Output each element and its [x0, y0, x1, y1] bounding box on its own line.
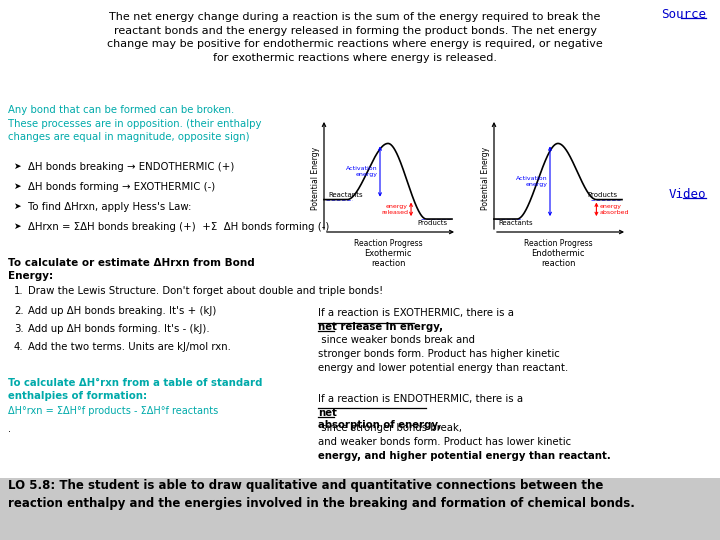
Text: To calculate or estimate ΔHrxn from Bond
Energy:: To calculate or estimate ΔHrxn from Bond… [8, 258, 255, 281]
Text: If a reaction is ENDOTHERMIC, there is a: If a reaction is ENDOTHERMIC, there is a [318, 394, 526, 404]
Text: energy
released: energy released [381, 204, 408, 215]
Text: Add up ΔH bonds forming. It's - (kJ).: Add up ΔH bonds forming. It's - (kJ). [28, 324, 210, 334]
Text: Reactants: Reactants [498, 220, 533, 226]
Text: Reaction Progress: Reaction Progress [354, 239, 423, 248]
Text: ΔH bonds breaking → ENDOTHERMIC (+): ΔH bonds breaking → ENDOTHERMIC (+) [28, 162, 235, 172]
Text: net release in energy,: net release in energy, [318, 322, 443, 332]
Text: Activation
energy: Activation energy [516, 176, 548, 187]
Text: since weaker bonds break and: since weaker bonds break and [318, 335, 475, 345]
Bar [0, 478, 720, 540]
Text: Exothermic
reaction: Exothermic reaction [364, 249, 412, 268]
Text: 3.: 3. [14, 324, 24, 334]
Text: Any bond that can be formed can be broken.
These processes are in opposition. (t: Any bond that can be formed can be broke… [8, 105, 261, 142]
Text: ΔH bonds forming → EXOTHERMIC (-): ΔH bonds forming → EXOTHERMIC (-) [28, 182, 215, 192]
Text: To calculate ΔH°rxn from a table of standard
enthalpies of formation:: To calculate ΔH°rxn from a table of stan… [8, 378, 263, 401]
Text: Potential Energy: Potential Energy [482, 146, 490, 210]
Text: Endothermic
reaction: Endothermic reaction [531, 249, 585, 268]
Text: energy and lower potential energy than reactant.: energy and lower potential energy than r… [318, 363, 568, 373]
Text: energy, and higher potential energy than reactant.: energy, and higher potential energy than… [318, 451, 611, 461]
Text: stronger bonds form. Product has higher kinetic: stronger bonds form. Product has higher … [318, 349, 559, 359]
Text: Reaction Progress: Reaction Progress [523, 239, 593, 248]
Text: Add the two terms. Units are kJ/mol rxn.: Add the two terms. Units are kJ/mol rxn. [28, 342, 231, 352]
Text: ➤: ➤ [14, 202, 22, 211]
Text: 4.: 4. [14, 342, 24, 352]
Text: To find ΔHrxn, apply Hess's Law:: To find ΔHrxn, apply Hess's Law: [28, 202, 192, 212]
Text: ➤: ➤ [14, 162, 22, 171]
Text: Source: Source [661, 8, 706, 21]
Text: .: . [8, 424, 11, 434]
Text: ΔHrxn = ΣΔH bonds breaking (+)  +Σ  ΔH bonds forming (-): ΔHrxn = ΣΔH bonds breaking (+) +Σ ΔH bon… [28, 222, 329, 232]
Text: energy
absorbed: energy absorbed [599, 204, 629, 215]
Text: ➤: ➤ [14, 182, 22, 191]
Text: Video: Video [668, 188, 706, 201]
Text: and weaker bonds form. Product has lower kinetic: and weaker bonds form. Product has lower… [318, 437, 571, 447]
Text: Potential Energy: Potential Energy [312, 146, 320, 210]
Text: ➤: ➤ [14, 222, 22, 231]
Text: The net energy change during a reaction is the sum of the energy required to bre: The net energy change during a reaction … [107, 12, 603, 63]
Text: net
absorption of energy,: net absorption of energy, [318, 408, 441, 430]
Text: 2.: 2. [14, 306, 24, 316]
Text: since stronger bonds break,: since stronger bonds break, [318, 423, 462, 433]
Text: Draw the Lewis Structure. Don't forget about double and triple bonds!: Draw the Lewis Structure. Don't forget a… [28, 286, 383, 296]
Text: LO 5.8: The student is able to draw qualitative and quantitative connections bet: LO 5.8: The student is able to draw qual… [8, 479, 635, 510]
Text: If a reaction is EXOTHERMIC, there is a: If a reaction is EXOTHERMIC, there is a [318, 308, 517, 318]
Text: 1.: 1. [14, 286, 24, 296]
Text: Products: Products [588, 192, 618, 198]
Text: Add up ΔH bonds breaking. It's + (kJ): Add up ΔH bonds breaking. It's + (kJ) [28, 306, 217, 316]
Text: ΔH°rxn = ΣΔH°f products - ΣΔH°f reactants: ΔH°rxn = ΣΔH°f products - ΣΔH°f reactant… [8, 406, 218, 416]
Text: Reactants: Reactants [328, 192, 363, 198]
Text: Products: Products [418, 220, 448, 226]
Text: Activation
energy: Activation energy [346, 166, 378, 177]
